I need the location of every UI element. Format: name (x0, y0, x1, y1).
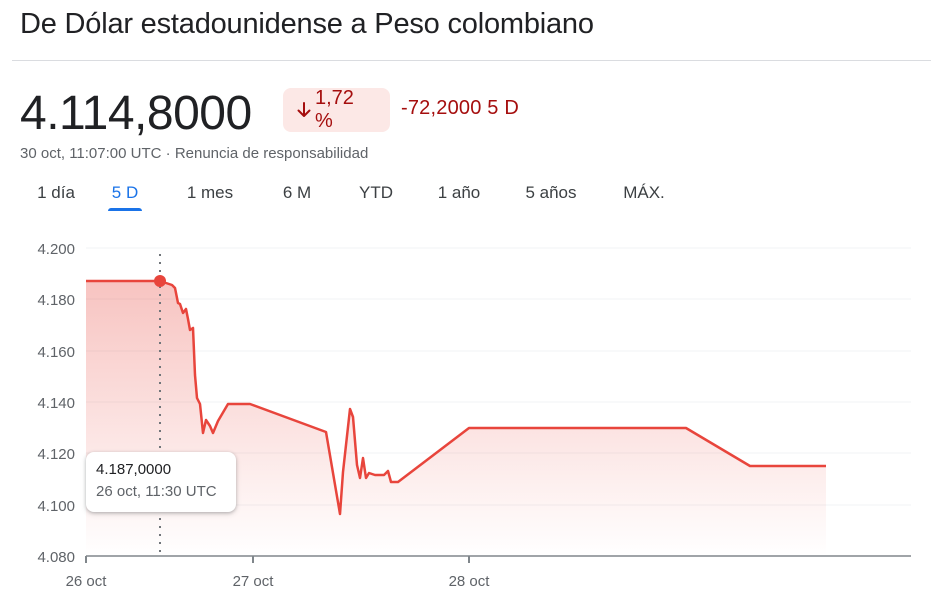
price-area (86, 281, 826, 556)
tab-6-m[interactable]: 6 M (282, 183, 312, 202)
change-absolute: -72,2000 5 D (401, 97, 520, 119)
price-line (86, 279, 826, 516)
change-percent-badge: 1,72 % (283, 87, 390, 132)
header-divider (12, 60, 931, 61)
y-tick: 4.160 (37, 344, 75, 361)
tab-1-mes[interactable]: 1 mes (186, 183, 234, 202)
current-price: 4.114,8000 (20, 87, 252, 140)
y-tick: 4.200 (37, 241, 75, 258)
y-tick: 4.120 (37, 446, 75, 463)
hover-point (154, 275, 166, 287)
x-axis-labels: 26 oct 27 oct 28 oct (66, 573, 491, 590)
y-tick: 4.080 (37, 549, 75, 566)
quote-timestamp: 30 oct, 11:07:00 UTC (20, 145, 162, 162)
meta-separator: · (161, 145, 175, 162)
range-tabs: 1 día 5 D 1 mes 6 M YTD 1 año 5 años MÁX… (26, 180, 670, 211)
tab-ytd[interactable]: YTD (359, 183, 393, 202)
x-axis-ticks (85, 556, 470, 563)
price-chart[interactable]: 4.200 4.180 4.160 4.140 4.120 4.100 4.08… (0, 220, 931, 599)
y-tick: 4.100 (37, 498, 75, 515)
y-tick: 4.140 (37, 395, 75, 412)
x-tick: 26 oct (66, 573, 108, 590)
arrow-down-icon (296, 101, 312, 119)
tab-max[interactable]: MÁX. (623, 183, 665, 202)
tooltip-value: 4.187,0000 (96, 461, 172, 478)
tab-1-dia[interactable]: 1 día (37, 183, 75, 202)
y-tick: 4.180 (37, 292, 75, 309)
tab-5-anos[interactable]: 5 años (525, 183, 577, 202)
y-axis-labels: 4.200 4.180 4.160 4.140 4.120 4.100 4.08… (37, 241, 75, 566)
change-percent: 1,72 % (315, 87, 354, 132)
tooltip-date: 26 oct, 11:30 UTC (96, 483, 217, 500)
quote-meta: 30 oct, 11:07:00 UTC · Renuncia de respo… (20, 145, 368, 162)
disclaimer-link[interactable]: Renuncia de responsabilidad (174, 145, 369, 162)
tab-5-d[interactable]: 5 D (108, 180, 142, 211)
x-tick: 28 oct (449, 573, 491, 590)
tab-1-ano[interactable]: 1 año (437, 183, 481, 202)
page-title: De Dólar estadounidense a Peso colombian… (20, 8, 594, 40)
x-tick: 27 oct (233, 573, 275, 590)
hover-tooltip: 4.187,0000 26 oct, 11:30 UTC (86, 452, 236, 512)
